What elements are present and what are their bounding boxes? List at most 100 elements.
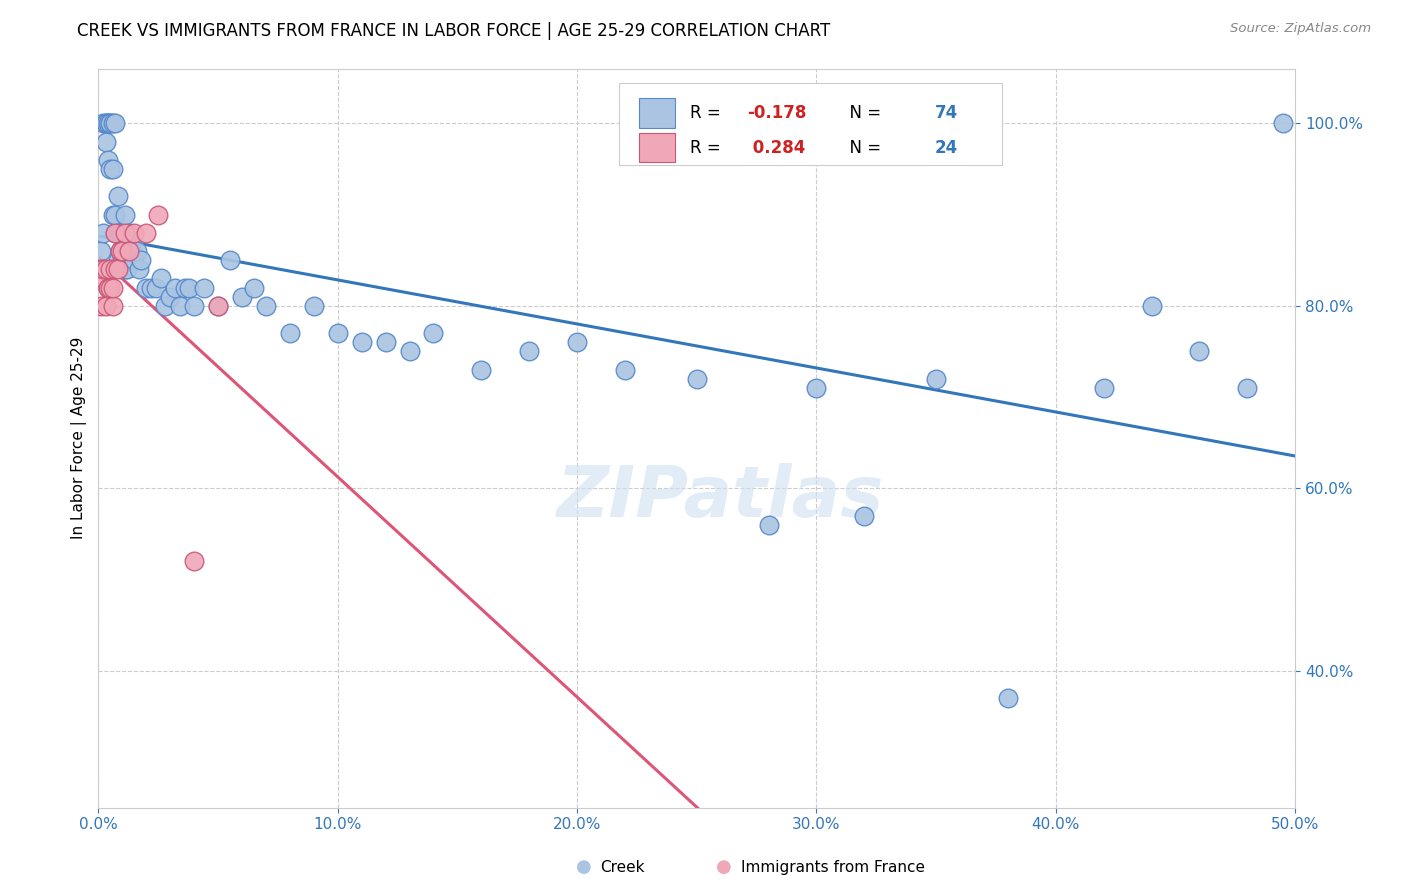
Point [101, 116, 124, 130]
Point [98, 161, 121, 176]
Point [91, 116, 114, 130]
Point [148, 208, 170, 222]
Point [350, 335, 373, 350]
Text: Immigrants from France: Immigrants from France [741, 860, 925, 874]
Point [135, 226, 157, 240]
Point [163, 280, 186, 294]
Point [159, 290, 181, 304]
Point [1236, 381, 1258, 395]
FancyBboxPatch shape [619, 83, 1002, 165]
Point [686, 372, 709, 386]
Point [107, 189, 129, 203]
FancyBboxPatch shape [640, 133, 675, 162]
Point [254, 299, 277, 313]
Point [97, 153, 120, 167]
Point [997, 691, 1019, 706]
Point [517, 344, 540, 359]
Text: Source: ZipAtlas.com: Source: ZipAtlas.com [1230, 22, 1371, 36]
Point [115, 262, 138, 277]
Point [111, 244, 134, 258]
Text: ●: ● [575, 858, 592, 876]
Point [853, 508, 876, 523]
Text: CREEK VS IMMIGRANTS FROM FRANCE IN LABOR FORCE | AGE 25-29 CORRELATION CHART: CREEK VS IMMIGRANTS FROM FRANCE IN LABOR… [77, 22, 831, 40]
Point [104, 208, 127, 222]
Point [806, 381, 828, 395]
Point [135, 280, 157, 294]
Point [193, 280, 215, 294]
Point [1188, 344, 1211, 359]
Point [98, 116, 121, 130]
Point [91, 271, 114, 285]
Point [104, 226, 127, 240]
Point [91, 226, 114, 240]
Point [115, 244, 138, 258]
Point [101, 280, 124, 294]
Point [107, 262, 129, 277]
Point [565, 335, 588, 350]
Point [98, 280, 121, 294]
Point [302, 299, 325, 313]
Text: 0.284: 0.284 [747, 138, 806, 157]
Point [94, 299, 117, 313]
Point [90, 299, 112, 313]
Point [207, 299, 229, 313]
Text: Creek: Creek [600, 860, 645, 874]
Text: N =: N = [839, 103, 887, 122]
Point [108, 244, 131, 258]
Point [149, 271, 172, 285]
Point [97, 280, 120, 294]
Point [101, 161, 124, 176]
Point [101, 208, 124, 222]
Point [101, 299, 124, 313]
Point [98, 116, 121, 130]
Point [118, 244, 141, 258]
Point [90, 262, 112, 277]
Point [326, 326, 349, 340]
Point [104, 226, 127, 240]
Point [114, 226, 136, 240]
Point [108, 244, 131, 258]
Point [613, 362, 636, 376]
Point [125, 244, 148, 258]
Point [131, 253, 153, 268]
Point [145, 280, 167, 294]
Point [118, 226, 141, 240]
Point [94, 135, 117, 149]
Point [398, 344, 420, 359]
Point [422, 326, 444, 340]
FancyBboxPatch shape [640, 98, 675, 128]
Text: 24: 24 [935, 138, 957, 157]
Point [111, 226, 134, 240]
Point [104, 116, 127, 130]
Text: R =: R = [689, 138, 725, 157]
Point [121, 244, 143, 258]
Point [758, 517, 780, 532]
Point [374, 335, 396, 350]
Point [94, 262, 117, 277]
Point [91, 262, 114, 277]
Point [107, 226, 129, 240]
Point [94, 116, 117, 130]
Point [108, 226, 131, 240]
Point [1272, 116, 1295, 130]
Point [97, 116, 120, 130]
Point [1092, 381, 1115, 395]
Point [470, 362, 492, 376]
Point [111, 244, 134, 258]
Point [231, 290, 253, 304]
Text: N =: N = [839, 138, 887, 157]
Point [139, 280, 162, 294]
Point [97, 280, 120, 294]
Text: 74: 74 [935, 103, 957, 122]
Point [122, 226, 145, 240]
Point [114, 208, 136, 222]
Text: ZIPatlas: ZIPatlas [557, 463, 884, 532]
Point [169, 299, 191, 313]
Point [94, 116, 117, 130]
Point [122, 253, 145, 268]
Point [179, 280, 201, 294]
Text: -0.178: -0.178 [747, 103, 807, 122]
Text: ●: ● [716, 858, 733, 876]
Text: R =: R = [689, 103, 725, 122]
Point [207, 299, 229, 313]
